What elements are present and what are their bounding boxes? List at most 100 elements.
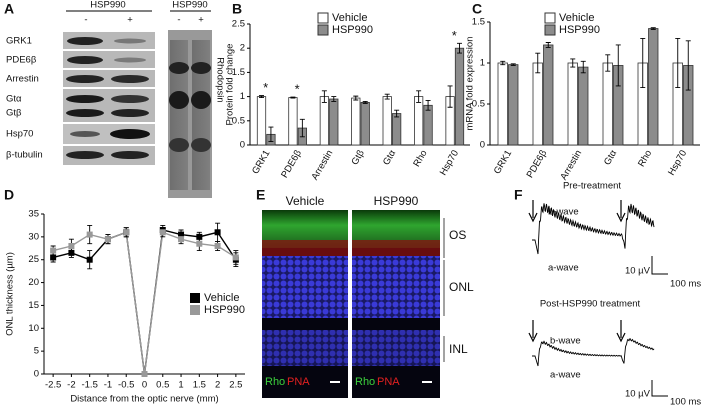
y-axis-label: Protein fold change <box>225 44 236 126</box>
legend-swatch <box>317 24 329 36</box>
significance-marker: * <box>452 28 457 43</box>
layer-label: INL <box>449 342 468 356</box>
error-bar <box>290 96 296 99</box>
band <box>169 138 189 152</box>
error-bar <box>685 40 691 91</box>
error-bar <box>394 109 400 118</box>
x-tick-label: Rho <box>411 148 429 169</box>
erg-panel: Pre-treatment b-wave a-wave Post-HSP990 … <box>528 181 701 408</box>
bar <box>319 96 329 146</box>
bar <box>329 98 339 146</box>
bar <box>648 28 659 146</box>
bar <box>543 44 554 146</box>
x-tick-label: 2 <box>215 380 220 391</box>
error-bar <box>605 54 611 72</box>
y-tick-label: 10 <box>28 323 39 334</box>
scale-label: 100 ms <box>670 397 701 408</box>
blot-header: HSP990 <box>90 0 125 11</box>
legend-label: HSP990 <box>204 304 245 316</box>
legend-swatch <box>317 12 329 24</box>
flash-arrow <box>528 200 626 223</box>
point <box>214 229 221 236</box>
micrograph <box>352 210 440 398</box>
point <box>86 231 93 238</box>
band <box>67 56 103 64</box>
x-tick-label: Hsp70 <box>666 148 689 177</box>
stain-label: PNA <box>377 376 400 388</box>
error-bar <box>640 37 646 89</box>
panel-label: C <box>472 1 482 17</box>
scale-bar <box>651 256 668 275</box>
bar <box>392 113 402 146</box>
column-title: Vehicle <box>286 194 325 208</box>
stain-label: Rho <box>265 376 285 388</box>
trace-title: Post-HSP990 treatment <box>540 299 641 310</box>
band <box>111 109 149 117</box>
x-tick-label: 1.5 <box>193 380 206 391</box>
scale-label: 100 ms <box>670 279 701 290</box>
error-bar <box>299 118 305 138</box>
scale-label: 10 µV <box>625 266 651 277</box>
x-tick-label: 0 <box>142 380 147 391</box>
point <box>232 254 239 261</box>
x-tick-label: 1 <box>178 380 183 391</box>
wave-label: a-wave <box>550 370 581 381</box>
bar <box>578 66 589 146</box>
bar <box>256 96 267 146</box>
error-bar <box>331 96 337 102</box>
bar <box>567 62 578 146</box>
point <box>50 254 57 261</box>
y-tick-label: 0.5 <box>472 99 485 110</box>
x-tick-label: PDE6β <box>525 148 550 180</box>
point <box>123 229 130 236</box>
x-tick-label: PDE6β <box>279 148 304 180</box>
y-tick-label: 2.5 <box>232 19 245 30</box>
significance-marker: * <box>295 82 300 97</box>
band <box>66 75 104 83</box>
x-tick-label: Hsp70 <box>438 148 461 177</box>
error-bar <box>545 42 551 48</box>
error-bar <box>353 95 359 101</box>
error-bar <box>650 27 656 30</box>
blot-protein-label: Rhodopsin <box>214 57 225 102</box>
band <box>169 91 189 109</box>
lane-label: - <box>84 15 87 26</box>
band <box>191 138 211 152</box>
error-bar <box>535 52 541 74</box>
blot-row-label: Arrestin <box>6 74 39 85</box>
y-tick-label: 1 <box>480 58 485 69</box>
erg-trace <box>532 337 655 367</box>
lane-label: + <box>127 15 133 26</box>
error-bar <box>457 42 462 54</box>
stain-label: PNA <box>287 376 310 388</box>
x-tick-label: -0.5 <box>118 380 134 391</box>
legend-label: Vehicle <box>332 12 367 24</box>
point <box>141 371 148 377</box>
x-tick-label: Gtα <box>602 148 620 167</box>
lane-label: + <box>198 15 204 26</box>
layer-label: ONL <box>449 280 474 294</box>
blot-strip <box>63 124 155 144</box>
x-tick-label: -2 <box>67 380 75 391</box>
error-bar <box>416 90 422 103</box>
wave-label: b-wave <box>548 207 579 218</box>
blot-strip <box>63 89 155 122</box>
band <box>66 95 104 103</box>
error-bar <box>321 90 327 103</box>
band <box>66 109 104 117</box>
y-axis-label: mRNA fold expression <box>465 37 476 131</box>
error-bar <box>675 37 681 89</box>
bar <box>497 62 508 146</box>
band <box>67 37 103 45</box>
lane <box>192 40 210 190</box>
x-tick-label: Arrestin <box>558 148 584 182</box>
legend-label: HSP990 <box>559 24 600 36</box>
bar <box>414 96 424 146</box>
bar <box>423 104 433 146</box>
point <box>178 236 185 243</box>
legend-swatch <box>190 305 200 315</box>
legend-label: HSP990 <box>332 24 373 36</box>
band <box>114 57 146 63</box>
point <box>86 256 93 263</box>
